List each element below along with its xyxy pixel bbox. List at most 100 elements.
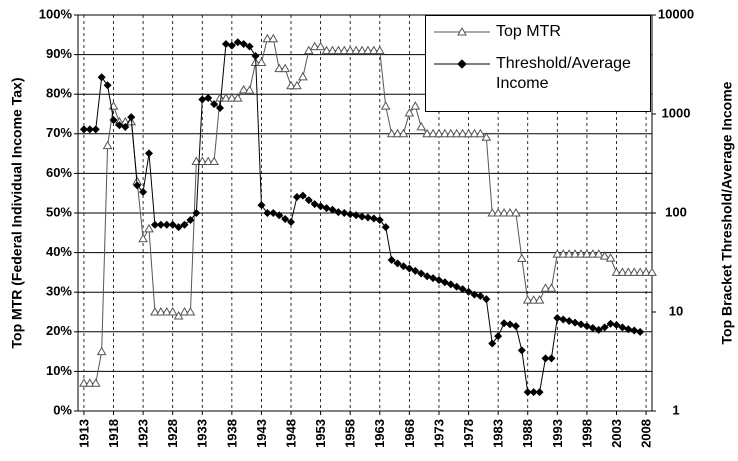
y-tick-label: 40% [46,244,72,259]
marker [275,211,284,220]
marker [393,259,402,268]
marker [523,388,532,397]
plot-frame [77,14,653,412]
marker [534,295,545,304]
marker [192,209,201,217]
marker [469,128,480,138]
marker [416,121,427,131]
marker [630,326,639,335]
marker [505,207,515,217]
marker [197,156,208,166]
x-tick-label: 1998 [579,419,594,448]
marker [434,128,444,138]
marker [541,354,550,363]
x-tick-label: 1988 [520,419,535,448]
marker [369,45,379,55]
marker [605,253,616,262]
marker [582,249,592,258]
marker [96,346,107,356]
x-tick-label: 1953 [313,419,328,448]
y2-tick-label: 1 [672,402,679,417]
marker [476,292,485,301]
y2-tick-label: 1000 [662,105,691,120]
marker [256,57,267,67]
marker [552,249,563,258]
marker [155,306,166,316]
marker [636,327,645,336]
y-tick-label: 70% [46,125,72,140]
marker [97,73,106,82]
marker [179,306,190,316]
marker [321,45,332,55]
marker [133,181,142,190]
marker [310,200,319,209]
marker [540,283,551,292]
marker [587,249,598,258]
y-tick-label: 10% [46,363,72,378]
x-tick-label: 1913 [76,419,91,448]
marker [434,276,443,285]
marker [216,103,225,112]
marker [161,306,172,316]
y-axis-title: Top MTR (Federal Individual Income Tax) [9,78,25,349]
legend-marker [457,26,467,36]
marker [150,306,160,316]
legend-swatch [434,26,490,36]
marker [481,132,492,141]
marker [446,280,455,289]
marker [315,41,326,51]
marker [238,84,249,94]
marker [292,193,301,202]
marker [85,125,94,134]
marker [410,101,421,110]
marker [145,149,154,158]
marker [647,267,657,276]
marker [174,223,183,232]
y-tick-label: 80% [46,86,72,101]
x-tick-label: 1978 [461,419,476,448]
marker [576,249,586,258]
marker [599,251,610,260]
marker [102,140,113,150]
marker [232,93,243,102]
legend: Top MTR Threshold/Average Income [425,15,651,112]
marker [517,346,526,355]
marker [475,128,486,138]
marker [374,45,385,55]
marker [404,108,415,117]
y-tick-label: 100% [39,6,73,21]
marker [144,223,154,233]
marker [440,278,449,287]
marker [422,128,432,138]
marker [457,128,468,138]
marker [127,113,136,122]
x-tick-label: 1963 [372,419,387,448]
marker [594,325,603,334]
marker [346,210,355,219]
x-tick-label: 1943 [254,419,269,448]
x-tick-label: 1993 [550,419,565,448]
marker [233,38,242,47]
marker [369,214,378,223]
marker [582,322,591,331]
y-tick-label: 20% [46,323,72,338]
marker [440,128,450,138]
marker [281,214,290,223]
marker [292,80,302,90]
marker [629,267,640,276]
marker [392,128,403,138]
marker [451,128,462,138]
x-tick-label: 1948 [283,419,298,448]
marker [103,81,112,90]
marker [411,266,420,275]
marker [588,323,597,332]
marker [600,323,609,332]
marker [274,63,285,73]
marker [239,39,248,48]
x-tick-label: 1928 [165,419,180,448]
marker [553,313,562,322]
y2-tick-label: 100 [665,204,687,219]
x-tick-label: 1973 [431,419,446,448]
marker [606,319,615,328]
marker [494,332,503,341]
